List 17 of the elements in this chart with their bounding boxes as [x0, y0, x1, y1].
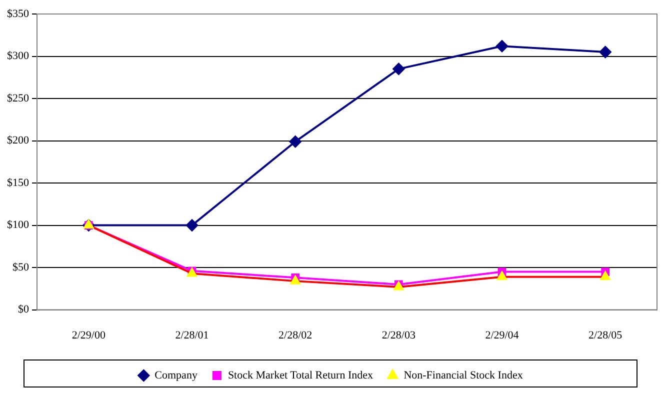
y-tick-label: $300: [7, 50, 30, 62]
y-tick-label: $350: [7, 8, 30, 20]
y-tick-label: $100: [7, 219, 30, 232]
x-tick-label: 2/29/00: [72, 329, 106, 342]
x-tick-label: 2/28/02: [278, 329, 312, 342]
legend-label: Non-Financial Stock Index: [404, 369, 524, 382]
legend-label: Stock Market Total Return Index: [228, 369, 374, 382]
y-tick-label: $0: [18, 304, 30, 316]
y-tick-label: $250: [7, 92, 30, 104]
x-tick-label: 2/28/01: [175, 329, 209, 342]
legend-label: Company: [154, 369, 198, 382]
x-tick-label: 2/28/03: [382, 329, 416, 342]
x-tick-label: 2/29/04: [485, 329, 520, 342]
y-tick-label: $200: [7, 134, 30, 147]
x-tick-label: 2/28/05: [588, 329, 623, 342]
y-tick-label: $50: [12, 261, 30, 274]
y-tick-label: $150: [7, 176, 30, 189]
